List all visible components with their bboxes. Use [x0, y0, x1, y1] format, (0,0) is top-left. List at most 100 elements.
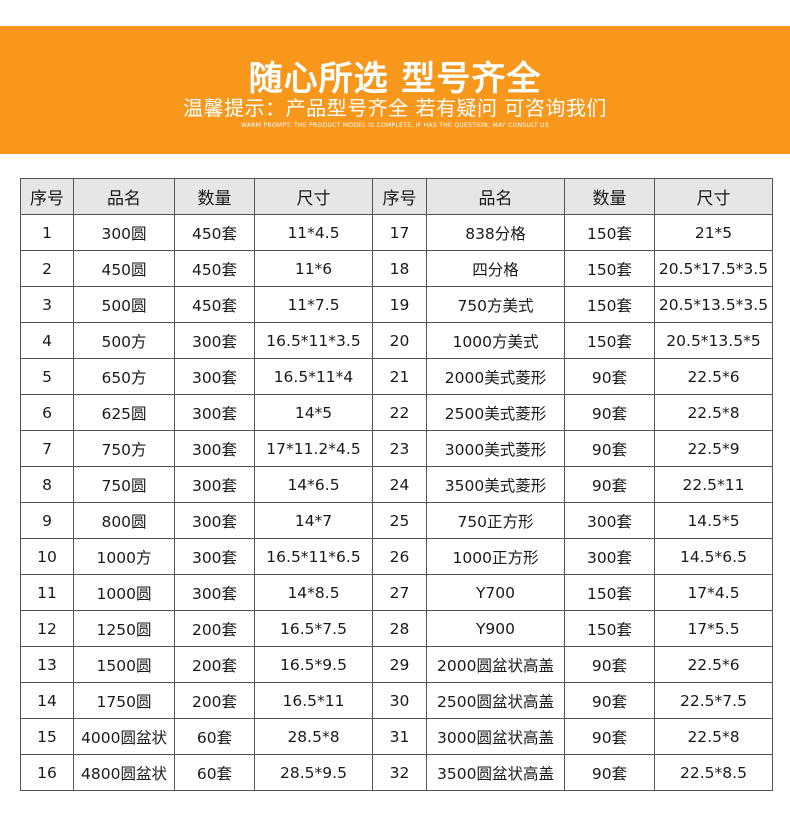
cell-name: 1750圆: [73, 682, 175, 719]
cell-name: Y700: [426, 574, 565, 611]
table-row: 3 500圆 450套 11*7.5 19 750方美式 150套 20.5*13.5*3.5: [20, 286, 773, 323]
cell-name: 4000圆盆状: [73, 718, 175, 755]
cell-quantity: 150套: [564, 610, 655, 647]
cell-index: 4: [20, 322, 74, 359]
cell-quantity: 300套: [174, 574, 255, 611]
cell-name: 2000圆盆状高盖: [426, 646, 565, 683]
cell-name: 750方美式: [426, 286, 565, 323]
cell-index: 27: [372, 574, 427, 611]
cell-quantity: 150套: [564, 214, 655, 251]
cell-quantity: 150套: [564, 286, 655, 323]
cell-index: 9: [20, 502, 74, 539]
cell-quantity: 300套: [174, 322, 255, 359]
cell-name: 3000圆盆状高盖: [426, 718, 565, 755]
header-banner: 随心所选 型号齐全 温馨提示：产品型号齐全 若有疑问 可咨询我们 WARM PR…: [0, 26, 790, 154]
header-cell-quantity: 数量: [564, 178, 655, 215]
cell-size: 17*5.5: [654, 610, 773, 647]
cell-size: 14*6.5: [254, 466, 373, 503]
cell-size: 14.5*6.5: [654, 538, 773, 575]
cell-size: 16.5*11*6.5: [254, 538, 373, 575]
table-row: 13 1500圆 200套 16.5*9.5 29 2000圆盆状高盖 90套 22.5*6: [20, 646, 773, 683]
cell-quantity: 300套: [174, 430, 255, 467]
cell-quantity: 90套: [564, 682, 655, 719]
table-row: 4 500方 300套 16.5*11*3.5 20 1000方美式 150套 20.5*13…: [20, 322, 773, 359]
cell-index: 28: [372, 610, 427, 647]
cell-size: 11*4.5: [254, 214, 373, 251]
cell-name: 500圆: [73, 286, 175, 323]
cell-quantity: 90套: [564, 394, 655, 431]
cell-index: 25: [372, 502, 427, 539]
cell-size: 16.5*9.5: [254, 646, 373, 683]
cell-name: 800圆: [73, 502, 175, 539]
cell-index: 18: [372, 250, 427, 287]
cell-index: 13: [20, 646, 74, 683]
cell-size: 17*11.2*4.5: [254, 430, 373, 467]
cell-index: 7: [20, 430, 74, 467]
cell-quantity: 60套: [174, 718, 255, 755]
cell-index: 26: [372, 538, 427, 575]
cell-name: 2000美式菱形: [426, 358, 565, 395]
table-row: 2 450圆 450套 11*6 18 四分格 150套 20.5*17.5*3.5: [20, 250, 773, 287]
cell-size: 22.5*8: [654, 394, 773, 431]
cell-name: 1000方美式: [426, 322, 565, 359]
header-cell-name: 品名: [426, 178, 565, 215]
cell-quantity: 300套: [174, 466, 255, 503]
cell-index: 32: [372, 754, 427, 791]
table-row: 1 300圆 450套 11*4.5 17 838分格 150套 21*5: [20, 214, 773, 251]
cell-quantity: 90套: [564, 646, 655, 683]
cell-index: 23: [372, 430, 427, 467]
cell-index: 20: [372, 322, 427, 359]
banner-note: WARM PROMPT: THE PRODUCT MODEL IS COMPLE…: [240, 122, 549, 129]
cell-quantity: 450套: [174, 286, 255, 323]
cell-index: 29: [372, 646, 427, 683]
cell-size: 11*6: [254, 250, 373, 287]
cell-name: 2500圆盆状高盖: [426, 682, 565, 719]
cell-quantity: 200套: [174, 646, 255, 683]
cell-index: 31: [372, 718, 427, 755]
cell-index: 19: [372, 286, 427, 323]
cell-size: 11*7.5: [254, 286, 373, 323]
cell-index: 30: [372, 682, 427, 719]
cell-index: 1: [20, 214, 74, 251]
cell-quantity: 60套: [174, 754, 255, 791]
cell-index: 3: [20, 286, 74, 323]
cell-quantity: 300套: [174, 502, 255, 539]
cell-quantity: 300套: [564, 502, 655, 539]
cell-size: 22.5*6: [654, 358, 773, 395]
header-cell-size: 尺寸: [654, 178, 773, 215]
cell-name: 450圆: [73, 250, 175, 287]
cell-size: 28.5*8: [254, 718, 373, 755]
cell-size: 16.5*11*3.5: [254, 322, 373, 359]
cell-size: 21*5: [654, 214, 773, 251]
cell-quantity: 200套: [174, 682, 255, 719]
cell-name: 750圆: [73, 466, 175, 503]
cell-quantity: 90套: [564, 358, 655, 395]
cell-size: 17*4.5: [654, 574, 773, 611]
cell-index: 14: [20, 682, 74, 719]
cell-index: 8: [20, 466, 74, 503]
cell-name: 500方: [73, 322, 175, 359]
cell-index: 16: [20, 754, 74, 791]
table-row: 5 650方 300套 16.5*11*4 21 2000美式菱形 90套 22.5*6: [20, 358, 773, 395]
cell-index: 12: [20, 610, 74, 647]
cell-name: 300圆: [73, 214, 175, 251]
cell-name: 3500圆盆状高盖: [426, 754, 565, 791]
table-header-row: 序号 品名 数量 尺寸 序号 品名 数量 尺寸: [20, 178, 773, 215]
cell-quantity: 200套: [174, 610, 255, 647]
table-row: 6 625圆 300套 14*5 22 2500美式菱形 90套 22.5*8: [20, 394, 773, 431]
header-cell-name: 品名: [73, 178, 175, 215]
cell-quantity: 90套: [564, 466, 655, 503]
cell-quantity: 300套: [564, 538, 655, 575]
table-row: 10 1000方 300套 16.5*11*6.5 26 1000正方形 300套 14.5*…: [20, 538, 773, 575]
cell-size: 14*7: [254, 502, 373, 539]
cell-size: 22.5*8.5: [654, 754, 773, 791]
cell-size: 16.5*11*4: [254, 358, 373, 395]
cell-size: 22.5*8: [654, 718, 773, 755]
cell-index: 10: [20, 538, 74, 575]
product-spec-table: 序号 品名 数量 尺寸 序号 品名 数量 尺寸 1 300圆 450套 11*4.5 1…: [20, 178, 773, 791]
cell-index: 21: [372, 358, 427, 395]
cell-index: 24: [372, 466, 427, 503]
cell-size: 14.5*5: [654, 502, 773, 539]
header-cell-size: 尺寸: [254, 178, 373, 215]
header-cell-index: 序号: [20, 178, 74, 215]
